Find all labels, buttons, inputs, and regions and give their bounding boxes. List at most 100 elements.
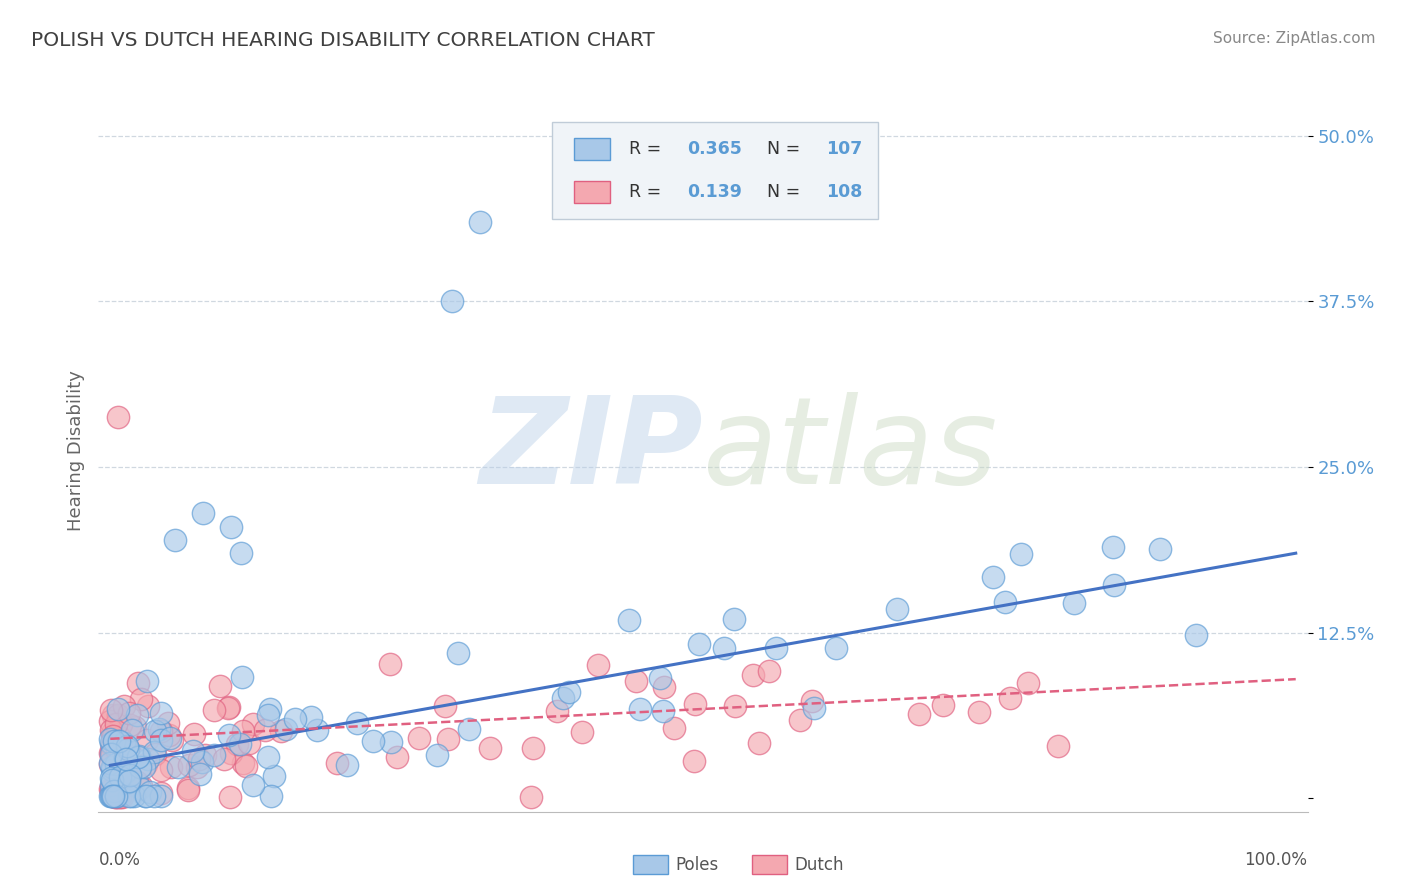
Point <box>143 745 166 759</box>
Point <box>437 731 460 746</box>
Point <box>305 723 328 737</box>
Point <box>101 760 124 774</box>
Text: R =: R = <box>630 183 666 201</box>
Point <box>571 725 593 739</box>
Point <box>232 756 254 771</box>
Point <box>458 722 481 736</box>
Text: R =: R = <box>630 140 666 158</box>
Point <box>162 732 184 747</box>
Text: atlas: atlas <box>703 392 998 509</box>
Point <box>105 789 128 803</box>
Point <box>186 760 208 774</box>
Point <box>143 789 166 803</box>
Point <box>107 790 129 805</box>
Point <box>134 760 156 774</box>
Point <box>129 781 152 796</box>
Point <box>1047 739 1070 753</box>
Point <box>139 785 162 799</box>
Point <box>149 724 172 739</box>
Point <box>260 789 283 803</box>
Point <box>125 707 148 722</box>
Point <box>256 707 278 722</box>
Point <box>100 778 122 792</box>
Point <box>229 737 252 751</box>
Point <box>1063 596 1085 610</box>
Point <box>1184 628 1206 642</box>
FancyBboxPatch shape <box>574 181 610 202</box>
Point <box>105 716 128 731</box>
Point <box>263 768 285 782</box>
Point <box>1102 578 1125 592</box>
Point <box>191 507 214 521</box>
Point <box>100 782 122 797</box>
Point <box>546 704 568 718</box>
Point <box>218 728 240 742</box>
Point <box>127 749 149 764</box>
Point <box>107 708 129 723</box>
Point <box>231 670 253 684</box>
Point <box>231 546 253 560</box>
Point <box>212 752 235 766</box>
Point <box>662 722 685 736</box>
Point <box>98 746 121 760</box>
Point <box>121 723 143 738</box>
Point <box>98 714 121 728</box>
Point <box>118 706 141 720</box>
Point <box>648 671 671 685</box>
Point <box>254 723 277 738</box>
Point <box>110 735 132 749</box>
Text: Source: ZipAtlas.com: Source: ZipAtlas.com <box>1212 31 1375 46</box>
Point <box>112 736 135 750</box>
Point <box>135 757 157 772</box>
Point <box>104 789 127 803</box>
Point <box>1149 542 1171 557</box>
Point <box>259 701 281 715</box>
Point <box>117 742 139 756</box>
Point <box>235 758 257 772</box>
Point <box>143 747 166 761</box>
Point <box>136 752 159 766</box>
Point <box>117 774 139 789</box>
Point <box>101 708 124 723</box>
Point <box>994 595 1017 609</box>
Point <box>143 723 166 738</box>
Point <box>100 747 122 761</box>
Point <box>118 789 141 803</box>
Point <box>217 701 239 715</box>
Point <box>226 737 249 751</box>
Point <box>886 602 908 616</box>
Point <box>326 756 349 770</box>
Point <box>967 705 990 719</box>
Text: ZIP: ZIP <box>479 392 703 509</box>
Point <box>242 717 264 731</box>
Text: Poles: Poles <box>675 856 718 874</box>
Point <box>103 757 125 772</box>
Point <box>586 657 609 672</box>
Text: 0.139: 0.139 <box>688 183 742 201</box>
Point <box>101 737 124 751</box>
Point <box>105 744 128 758</box>
Point <box>98 789 121 803</box>
Point <box>188 752 211 766</box>
Point <box>129 691 152 706</box>
Point <box>120 768 142 782</box>
Point <box>723 698 745 713</box>
Point <box>112 766 135 780</box>
Point <box>104 731 127 745</box>
Point <box>110 790 132 805</box>
Point <box>685 698 707 712</box>
Point <box>159 760 181 774</box>
Point <box>441 294 464 309</box>
Point <box>100 703 122 717</box>
Point <box>628 702 651 716</box>
Point <box>118 773 141 788</box>
Point <box>619 613 641 627</box>
Text: 0.0%: 0.0% <box>98 852 141 870</box>
Point <box>149 733 172 747</box>
Point <box>107 409 129 424</box>
Point <box>107 730 129 744</box>
Text: 0.365: 0.365 <box>688 140 742 158</box>
Point <box>188 766 211 780</box>
Point <box>191 755 214 769</box>
Point <box>150 786 173 800</box>
